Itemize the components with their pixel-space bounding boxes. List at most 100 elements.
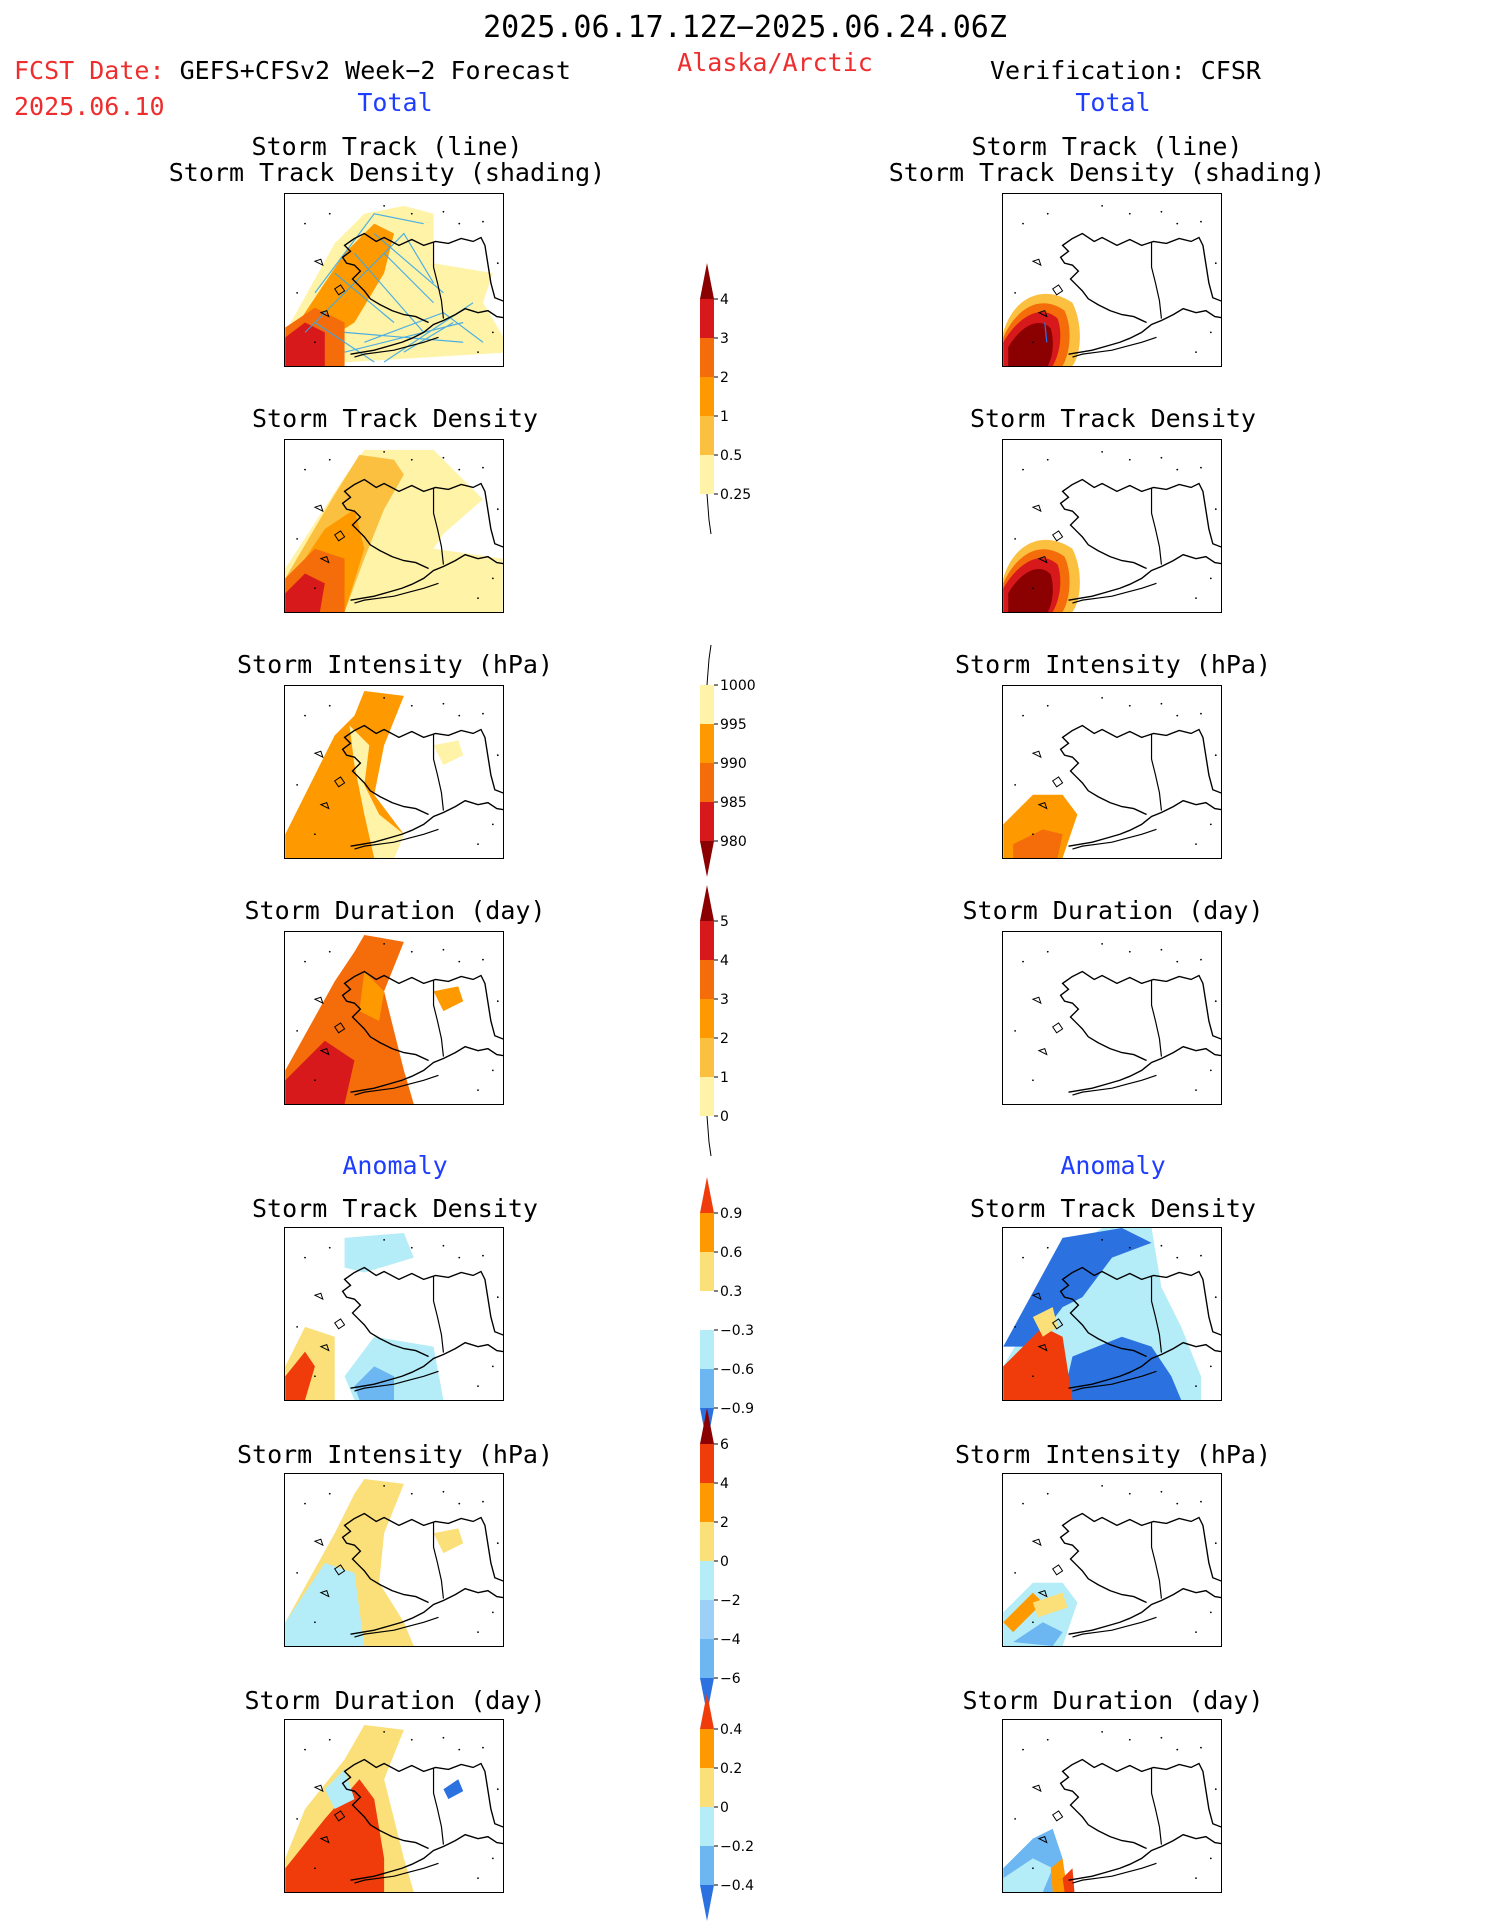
- colorbar-svg: 4 3 2 1 0.5 0.25: [700, 263, 751, 535]
- colorbar-segment: [700, 299, 714, 338]
- colorbar-segment: [700, 1522, 714, 1561]
- title-l7: Storm Duration (day): [244, 1686, 546, 1715]
- map-obs-track-total: [1002, 193, 1222, 367]
- colorbar-label: −4: [720, 1632, 741, 1648]
- title-l3: Storm Intensity (hPa): [236, 650, 554, 679]
- colorbar-label: 1: [720, 409, 729, 425]
- colorbar-segment: [700, 960, 714, 999]
- map-fcst-density-total: [284, 439, 504, 613]
- colorbar-segment: [700, 455, 714, 494]
- colorbar-segment: [700, 1444, 714, 1483]
- colorbar-label: 995: [720, 717, 747, 733]
- title-r2: Storm Track Density: [970, 404, 1256, 433]
- map-fcst-intensity-total: [284, 685, 504, 859]
- colorbar-label: 2: [720, 1031, 729, 1047]
- colorbar-duration-anomaly: 0.4 0.2 0 −0.2 −0.4: [700, 1693, 780, 1921]
- colorbar-label: −2: [720, 1593, 741, 1609]
- colorbar-label: 4: [720, 953, 729, 969]
- colorbar-density-total: 4 3 2 1 0.5 0.25: [700, 263, 780, 535]
- colorbar-cap-top: [700, 885, 714, 921]
- anomaly-label-right: Anomaly: [1060, 1151, 1166, 1180]
- colorbar-intensity-total: 1000 995 990 985 980: [700, 644, 780, 877]
- colorbar-label: 2: [720, 370, 729, 386]
- colorbar-segment: [700, 338, 714, 377]
- title-l5: Storm Track Density: [252, 1194, 538, 1223]
- colorbar-duration-total: 5 4 3 2 1 0: [700, 885, 780, 1157]
- forecast-period: 2025.06.17.12Z−2025.06.24.06Z: [483, 10, 1007, 45]
- title-l1b: Storm Track Density (shading): [168, 158, 606, 187]
- fcst-date: 2025.06.10: [14, 92, 165, 121]
- colorbar-label: −0.4: [720, 1878, 754, 1894]
- title-l4: Storm Duration (day): [244, 896, 546, 925]
- fcst-product: GEFS+CFSv2 Week−2 Forecast: [179, 56, 571, 85]
- colorbar-cap-bottom: [700, 841, 714, 877]
- map-obs-density-total: [1002, 439, 1222, 613]
- colorbar-cap-top: [700, 1177, 714, 1213]
- map-fcst-duration-total: [284, 931, 504, 1105]
- colorbar-label: 3: [720, 992, 729, 1008]
- colorbar-label: 4: [720, 292, 729, 308]
- colorbar-label: 980: [720, 834, 747, 850]
- colorbar-segment: [700, 1213, 714, 1252]
- title-l1a: Storm Track (line): [251, 132, 523, 161]
- colorbar-segment: [700, 1639, 714, 1678]
- colorbar-label: 6: [720, 1437, 729, 1453]
- colorbar-label: 0: [720, 1109, 729, 1125]
- colorbar-segment: [700, 999, 714, 1038]
- colorbar-label: 0.25: [720, 487, 751, 503]
- map-obs-density-anomaly: [1002, 1227, 1222, 1401]
- colorbar-segment: [700, 724, 714, 763]
- colorbar-cap-top: [700, 263, 714, 299]
- colorbar-segment: [700, 1600, 714, 1639]
- colorbar-segment: [700, 1330, 714, 1369]
- colorbar-segment: [700, 763, 714, 802]
- colorbar-label: 0.5: [720, 448, 742, 464]
- colorbar-density-anomaly: 0.9 0.6 0.3 −0.3 −0.6 −0.9: [700, 1177, 780, 1444]
- colorbar-segment: [700, 685, 714, 724]
- colorbar-svg: 0.9 0.6 0.3 −0.3 −0.6 −0.9: [700, 1177, 754, 1444]
- colorbar-label: 0.4: [720, 1722, 742, 1738]
- colorbar-segment: [700, 921, 714, 960]
- total-label-left: Total: [357, 88, 433, 117]
- map-fcst-density-anomaly: [284, 1227, 504, 1401]
- colorbar-segment: [700, 1561, 714, 1600]
- colorbar-segment: [700, 1369, 714, 1408]
- total-label-right: Total: [1075, 88, 1151, 117]
- colorbar-label: 5: [720, 914, 729, 930]
- title-r3: Storm Intensity (hPa): [954, 650, 1272, 679]
- title-r6: Storm Intensity (hPa): [954, 1440, 1272, 1469]
- colorbar-segment: [700, 1768, 714, 1807]
- map-obs-intensity-total: [1002, 685, 1222, 859]
- colorbar-label: 3: [720, 331, 729, 347]
- colorbar-label: 1000: [720, 678, 756, 694]
- title-r1a: Storm Track (line): [971, 132, 1243, 161]
- colorbar-label: −0.3: [720, 1323, 754, 1339]
- colorbar-label: 0: [720, 1800, 729, 1816]
- map-obs-intensity-anomaly: [1002, 1473, 1222, 1647]
- colorbar-segment: [700, 1077, 714, 1116]
- colorbar-cap-top: [700, 1408, 714, 1444]
- colorbar-segment: [700, 1291, 714, 1330]
- colorbar-segment: [700, 416, 714, 455]
- colorbar-label: −0.6: [720, 1362, 754, 1378]
- colorbar-segment: [700, 802, 714, 841]
- colorbar-cap-top: [700, 1693, 714, 1729]
- colorbar-cap-bottom: [700, 1885, 714, 1921]
- colorbar-segment: [700, 1846, 714, 1885]
- colorbar-label: 990: [720, 756, 747, 772]
- map-fcst-duration-anomaly: [284, 1719, 504, 1893]
- colorbar-label: −0.2: [720, 1839, 754, 1855]
- colorbar-label: −6: [720, 1671, 741, 1687]
- colorbar-label: 0.9: [720, 1206, 742, 1222]
- map-obs-duration-total: [1002, 931, 1222, 1105]
- colorbar-segment: [700, 1038, 714, 1077]
- colorbar-label: −0.9: [720, 1401, 754, 1417]
- colorbar-intensity-anomaly: 6 4 2 0 −2 −4 −6: [700, 1408, 780, 1714]
- anomaly-label-left: Anomaly: [342, 1151, 448, 1180]
- map-obs-duration-anomaly: [1002, 1719, 1222, 1893]
- title-r4: Storm Duration (day): [962, 896, 1264, 925]
- fcst-header: FCST Date: GEFS+CFSv2 Week−2 Forecast: [14, 56, 571, 85]
- map-fcst-intensity-anomaly: [284, 1473, 504, 1647]
- verification-label: Verification: CFSR: [990, 56, 1261, 85]
- colorbar-svg: 6 4 2 0 −2 −4 −6: [700, 1408, 741, 1714]
